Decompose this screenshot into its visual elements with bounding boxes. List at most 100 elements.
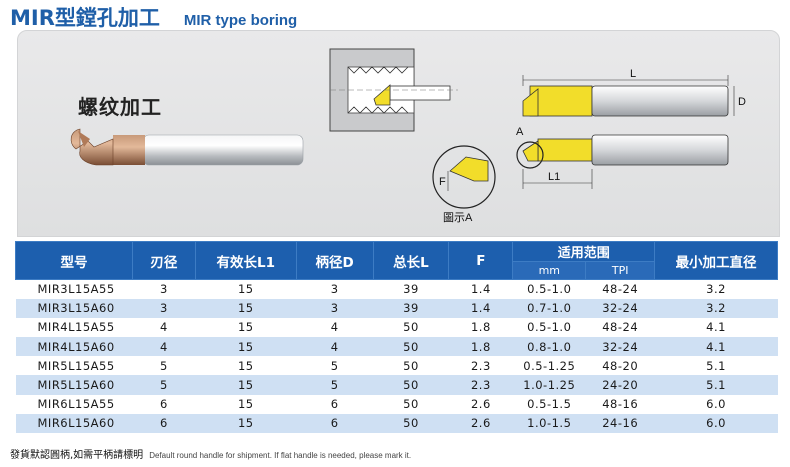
cell-model: MIR3L15A60 (15, 298, 133, 318)
cell-tpi: 24-16 (585, 413, 655, 433)
col-model: 型号 (15, 241, 133, 280)
table-row: MIR3L15A60 3 15 3 39 1.4 0.7-1.0 32-24 3… (15, 298, 778, 318)
cell-mm: 0.5-1.25 (512, 356, 586, 376)
cell-d: 4 (296, 317, 374, 338)
cell-f: 1.4 (448, 279, 513, 299)
cell-f: 1.4 (448, 298, 513, 318)
cell-l: 50 (373, 375, 449, 395)
cell-l: 50 (373, 394, 449, 414)
cell-model: MIR4L15A60 (15, 337, 133, 357)
page-header: MIR型鏜孔加工 MIR type boring (10, 2, 297, 30)
cell-l: 39 (373, 298, 449, 318)
col-tpi: TPI (585, 261, 656, 280)
cell-mm: 0.5-1.0 (512, 317, 586, 338)
table-row: MIR4L15A60 4 15 4 50 1.8 0.8-1.0 32-24 4… (15, 337, 778, 357)
cell-min: 4.1 (654, 317, 778, 338)
cell-edge: 4 (132, 317, 196, 338)
dim-f-label: F (439, 176, 446, 188)
cell-d: 4 (296, 337, 374, 357)
cell-edge: 5 (132, 356, 196, 376)
cell-edge: 3 (132, 279, 196, 299)
cell-l1: 15 (195, 317, 297, 338)
detail-a-caption: 圖示A (443, 211, 473, 224)
detail-a-marker: A (516, 126, 524, 138)
cell-mm: 0.5-1.0 (512, 279, 586, 299)
cell-d: 3 (296, 298, 374, 318)
cell-model: MIR3L15A55 (15, 279, 133, 299)
col-shank-d: 柄径D (295, 241, 374, 280)
cell-min: 6.0 (654, 394, 778, 414)
cell-d: 6 (296, 394, 374, 414)
dim-l-label: L (630, 68, 636, 80)
spec-table: 型号 刃径 有效长L1 柄径D 总长L F 适用范围 最小加工直径 mm TPI… (15, 241, 778, 433)
table-row: MIR6L15A60 6 15 6 50 2.6 1.0-1.5 24-16 6… (15, 413, 778, 433)
cell-tpi: 48-16 (585, 394, 655, 414)
table-row: MIR4L15A55 4 15 4 50 1.8 0.5-1.0 48-24 4… (15, 317, 778, 338)
cell-d: 3 (296, 279, 374, 299)
col-edge: 刃径 (131, 241, 196, 280)
table-row: MIR6L15A55 6 15 6 50 2.6 0.5-1.5 48-16 6… (15, 394, 778, 414)
cell-model: MIR5L15A60 (15, 375, 133, 395)
cell-model: MIR6L15A60 (15, 413, 133, 433)
detail-a-diagram: F 圖示A (432, 145, 496, 224)
page-title: MIR型鏜孔加工 (10, 6, 160, 30)
cell-edge: 4 (132, 337, 196, 357)
cell-d: 5 (296, 375, 374, 395)
cell-l: 50 (373, 413, 449, 433)
dim-l1-label: L1 (548, 171, 560, 183)
cell-l1: 15 (195, 413, 297, 433)
product-illustration-panel: 螺纹加工 (17, 30, 780, 237)
cell-f: 1.8 (448, 317, 513, 338)
cell-tpi: 32-24 (585, 298, 655, 318)
cell-tpi: 48-20 (585, 356, 655, 376)
boring-bar-photo (70, 128, 304, 166)
cell-f: 2.3 (448, 375, 513, 395)
cell-l: 50 (373, 337, 449, 357)
cell-min: 4.1 (654, 337, 778, 357)
shipping-note-en: Default round handle for shipment. If fl… (149, 451, 412, 460)
cell-edge: 6 (132, 394, 196, 414)
cell-l1: 15 (195, 337, 297, 357)
cell-l: 39 (373, 279, 449, 299)
cell-mm: 0.7-1.0 (512, 298, 586, 318)
tool-diagrams: L D A L1 F 圖示A (70, 48, 746, 224)
cell-l: 50 (373, 317, 449, 338)
cell-d: 6 (296, 413, 374, 433)
cell-tpi: 48-24 (585, 317, 655, 338)
cell-l: 50 (373, 356, 449, 376)
cell-edge: 5 (132, 375, 196, 395)
shipping-note-cn: 發貨默認圓柄,如需平柄請標明 (10, 450, 144, 461)
cell-model: MIR5L15A55 (15, 356, 133, 376)
dim-d-label: D (738, 96, 746, 108)
col-f: F (448, 241, 514, 280)
cell-min: 3.2 (654, 279, 778, 299)
col-mm: mm (512, 261, 587, 280)
thread-machining-label: 螺纹加工 (78, 95, 162, 119)
cell-model: MIR6L15A55 (15, 394, 133, 414)
cell-min: 6.0 (654, 413, 778, 433)
cell-min: 5.1 (654, 356, 778, 376)
col-range: 适用范围 (512, 241, 656, 262)
dimension-drawing: L D A L1 (516, 68, 746, 189)
cell-f: 2.3 (448, 356, 513, 376)
cell-l1: 15 (195, 298, 297, 318)
cell-l1: 15 (195, 394, 297, 414)
col-length-l1: 有效长L1 (194, 241, 297, 280)
cell-mm: 1.0-1.5 (512, 413, 586, 433)
shipping-note: 發貨默認圓柄,如需平柄請標明 Default round handle for … (10, 446, 411, 461)
cell-mm: 1.0-1.25 (512, 375, 586, 395)
cell-model: MIR4L15A55 (15, 317, 133, 338)
cell-edge: 6 (132, 413, 196, 433)
page-subtitle: MIR type boring (183, 12, 298, 29)
cell-mm: 0.5-1.5 (512, 394, 586, 414)
cell-l1: 15 (195, 279, 297, 299)
table-row: MIR5L15A55 5 15 5 50 2.3 0.5-1.25 48-20 … (15, 356, 778, 376)
cell-tpi: 24-20 (585, 375, 655, 395)
col-min-dia: 最小加工直径 (654, 241, 778, 280)
cell-mm: 0.8-1.0 (512, 337, 586, 357)
cell-l1: 15 (195, 356, 297, 376)
cell-edge: 3 (132, 298, 196, 318)
table-row: MIR3L15A55 3 15 3 39 1.4 0.5-1.0 48-24 3… (15, 279, 778, 299)
col-total-l: 总长L (372, 241, 450, 280)
cell-f: 1.8 (448, 337, 513, 357)
